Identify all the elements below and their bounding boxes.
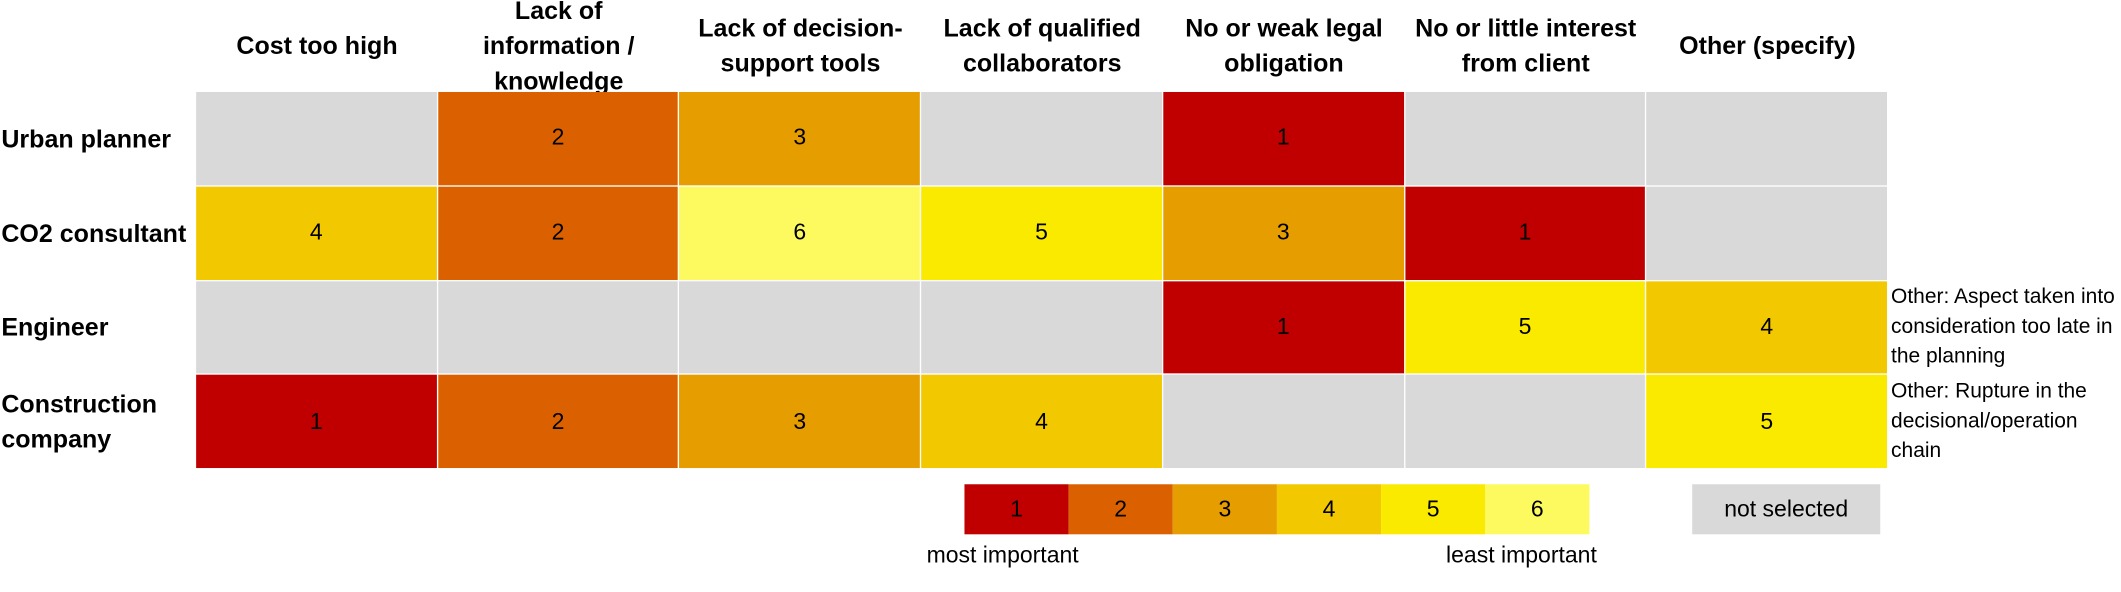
row-note: Other: Aspect taken into consideration t… <box>1891 285 2115 369</box>
cell: 3 <box>1163 186 1404 280</box>
legend-low-label: most important <box>926 542 1079 569</box>
column-header: Cost too high <box>236 31 398 60</box>
cell: 2 <box>437 186 679 280</box>
cell: 5 <box>921 186 1162 280</box>
row-label: Engineer <box>1 312 109 342</box>
cell <box>1646 91 1887 185</box>
column-header: Other (specify) <box>1679 31 1856 60</box>
cell: 4 <box>1646 280 1887 374</box>
cell: 1 <box>1163 280 1404 374</box>
column-header: No or weak legal obligation <box>1185 13 1383 78</box>
cell <box>1646 186 1887 280</box>
row-label: Urban planner <box>1 124 172 153</box>
cell <box>196 91 437 185</box>
column-header: No or little interest from client <box>1415 13 1637 78</box>
legend-swatch: 1 <box>964 484 1069 535</box>
row-note: Other: Rupture in the decisional/operati… <box>1891 380 2087 463</box>
cell: 4 <box>921 375 1162 469</box>
cell: 1 <box>196 375 437 469</box>
cell <box>1404 375 1646 469</box>
cell: 5 <box>1404 280 1646 374</box>
row-label: Construction company <box>1 389 158 454</box>
legend-swatch: 5 <box>1381 484 1486 535</box>
legend-swatch: 2 <box>1068 484 1173 535</box>
cell <box>437 280 679 374</box>
cell <box>921 91 1162 185</box>
column-header: Lack of information / knowledge <box>482 0 635 95</box>
legend-swatch: 4 <box>1276 484 1382 535</box>
legend-swatch: 6 <box>1485 484 1590 535</box>
cell: 3 <box>679 91 920 185</box>
cell: 2 <box>437 375 679 469</box>
column-header: Lack of qualified collaborators <box>943 13 1141 78</box>
row-label: CO2 consultant <box>1 218 187 248</box>
cell <box>679 280 920 374</box>
cell: 2 <box>437 91 679 185</box>
legend-high-label: least important <box>1446 542 1597 569</box>
legend-swatch: 3 <box>1172 484 1277 535</box>
cell <box>196 280 437 374</box>
cell <box>921 280 1162 374</box>
column-header: Lack of decision-support tools <box>698 13 903 78</box>
legend-missing: not selected <box>1692 484 1881 535</box>
cell: 6 <box>679 186 920 280</box>
cell <box>1404 91 1646 185</box>
cell: 1 <box>1404 186 1646 280</box>
cell: 1 <box>1163 91 1404 185</box>
cell: 3 <box>679 375 920 469</box>
cell: 4 <box>196 186 437 280</box>
cell: 5 <box>1646 375 1887 469</box>
cell <box>1163 375 1404 469</box>
